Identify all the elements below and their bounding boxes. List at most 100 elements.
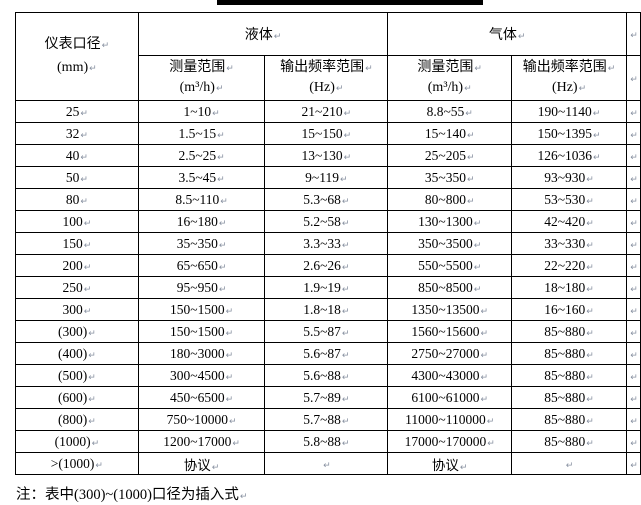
gas-freq-cell[interactable]: 42~420 xyxy=(511,210,627,233)
diameter-cell[interactable]: >(1000) xyxy=(15,452,139,475)
liquid-range-cell[interactable]: 2.5~25 xyxy=(137,144,266,167)
gas-freq-cell[interactable]: 150~1395 xyxy=(511,122,627,145)
diameter-cell[interactable]: (800) xyxy=(15,408,139,431)
liquid-range-cell[interactable]: 3.5~45 xyxy=(137,166,266,189)
cell-text: (400) xyxy=(57,345,88,361)
gas-freq-cell[interactable]: 85~880 xyxy=(511,320,627,343)
liquid-freq-cell[interactable]: 1.8~18 xyxy=(264,298,389,321)
liquid-freq-cell[interactable]: 2.6~26 xyxy=(264,254,389,277)
liquid-range-cell[interactable]: 35~350 xyxy=(137,232,266,255)
liquid-range-cell[interactable]: 1200~17000 xyxy=(137,430,266,453)
paragraph-mark-icon xyxy=(341,434,350,449)
diameter-cell[interactable]: (300) xyxy=(15,320,139,343)
gas-range-cell[interactable]: 11000~110000 xyxy=(387,408,513,431)
paragraph-mark-icon xyxy=(335,80,344,95)
header-liquid-range-cell[interactable]: 测量范围 (m³/h) xyxy=(137,55,266,101)
header-gas-range-cell[interactable]: 测量范围 (m³/h) xyxy=(387,55,513,101)
liquid-freq-cell[interactable]: 5.6~88 xyxy=(264,364,389,387)
liquid-freq-cell[interactable]: 21~210 xyxy=(264,100,389,123)
gas-freq-cell[interactable]: 126~1036 xyxy=(511,144,627,167)
liquid-freq-cell[interactable]: 5.6~87 xyxy=(264,342,389,365)
gas-freq-cell[interactable]: 53~530 xyxy=(511,188,627,211)
liquid-freq-cell[interactable]: 3.3~33 xyxy=(264,232,389,255)
header-diameter-cell[interactable]: 仪表口径 (mm) xyxy=(15,12,139,101)
header-liquid-group-cell[interactable]: 液体 xyxy=(137,12,389,56)
gas-freq-cell[interactable]: 18~180 xyxy=(511,276,627,299)
gas-range-cell[interactable]: 550~5500 xyxy=(387,254,513,277)
liquid-freq-cell[interactable]: 9~119 xyxy=(264,166,389,189)
diameter-cell[interactable]: 50 xyxy=(15,166,139,189)
diameter-cell[interactable]: (400) xyxy=(15,342,139,365)
gas-range-cell[interactable]: 4300~43000 xyxy=(387,364,513,387)
diameter-cell[interactable]: (500) xyxy=(15,364,139,387)
liquid-freq-cell[interactable]: 5.7~89 xyxy=(264,386,389,409)
gas-freq-cell[interactable]: 33~330 xyxy=(511,232,627,255)
gas-freq-cell[interactable]: 85~880 xyxy=(511,430,627,453)
gas-freq-cell[interactable]: 190~1140 xyxy=(511,100,627,123)
diameter-cell[interactable]: 200 xyxy=(15,254,139,277)
gas-range-cell[interactable]: 2750~27000 xyxy=(387,342,513,365)
header-liquid-freq-cell[interactable]: 输出频率范围 (Hz) xyxy=(264,55,389,101)
gas-freq-cell[interactable]: 93~930 xyxy=(511,166,627,189)
liquid-freq-cell[interactable]: 5.8~88 xyxy=(264,430,389,453)
liquid-range-cell[interactable]: 1.5~15 xyxy=(137,122,266,145)
gas-freq-cell[interactable] xyxy=(511,452,627,475)
diameter-cell[interactable]: 300 xyxy=(15,298,139,321)
diameter-cell[interactable]: 40 xyxy=(15,144,139,167)
liquid-range-cell[interactable]: 协议 xyxy=(137,452,266,475)
header-gas-group-cell[interactable]: 气体 xyxy=(387,12,627,56)
gas-freq-cell[interactable]: 85~880 xyxy=(511,408,627,431)
row-end-mark-icon xyxy=(629,125,638,142)
liquid-range-cell[interactable]: 450~6500 xyxy=(137,386,266,409)
gas-range-cell[interactable]: 1560~15600 xyxy=(387,320,513,343)
liquid-range-cell[interactable]: 65~650 xyxy=(137,254,266,277)
liquid-freq-cell[interactable]: 13~130 xyxy=(264,144,389,167)
paragraph-mark-icon xyxy=(218,236,227,251)
header-gas-freq-cell[interactable]: 输出频率范围 (Hz) xyxy=(511,55,627,101)
gas-range-cell[interactable]: 350~3500 xyxy=(387,232,513,255)
gas-range-cell[interactable]: 1350~13500 xyxy=(387,298,513,321)
liquid-freq-cell[interactable] xyxy=(264,452,389,475)
gas-range-cell[interactable]: 8.8~55 xyxy=(387,100,513,123)
liquid-range-cell[interactable]: 1~10 xyxy=(137,100,266,123)
liquid-range-cell[interactable]: 150~1500 xyxy=(137,320,266,343)
liquid-range-cell[interactable]: 95~950 xyxy=(137,276,266,299)
gas-range-cell[interactable]: 850~8500 xyxy=(387,276,513,299)
gas-range-cell[interactable]: 17000~170000 xyxy=(387,430,513,453)
liquid-range-cell[interactable]: 300~4500 xyxy=(137,364,266,387)
liquid-freq-cell[interactable]: 5.2~58 xyxy=(264,210,389,233)
gas-range-cell[interactable]: 6100~61000 xyxy=(387,386,513,409)
gas-range-cell[interactable]: 80~800 xyxy=(387,188,513,211)
gas-range-cell[interactable]: 协议 xyxy=(387,452,513,475)
flow-meter-spec-table: 仪表口径 (mm) 液体 气体 测量范围 (m³/h) 输出频率范围 (Hz) … xyxy=(15,12,641,475)
liquid-range-cell[interactable]: 16~180 xyxy=(137,210,266,233)
diameter-cell[interactable]: (600) xyxy=(15,386,139,409)
liquid-freq-cell[interactable]: 5.3~68 xyxy=(264,188,389,211)
liquid-freq-cell[interactable]: 5.5~87 xyxy=(264,320,389,343)
liquid-range-cell[interactable]: 750~10000 xyxy=(137,408,266,431)
diameter-cell[interactable]: 25 xyxy=(15,100,139,123)
liquid-freq-cell[interactable]: 15~150 xyxy=(264,122,389,145)
diameter-cell[interactable]: 250 xyxy=(15,276,139,299)
diameter-cell[interactable]: 100 xyxy=(15,210,139,233)
liquid-freq-cell[interactable]: 1.9~19 xyxy=(264,276,389,299)
gas-range-cell[interactable]: 25~205 xyxy=(387,144,513,167)
gas-range-cell[interactable]: 15~140 xyxy=(387,122,513,145)
gas-freq-cell[interactable]: 85~880 xyxy=(511,386,627,409)
paragraph-mark-icon xyxy=(218,258,227,273)
liquid-range-cell[interactable]: 8.5~110 xyxy=(137,188,266,211)
gas-freq-cell[interactable]: 16~160 xyxy=(511,298,627,321)
diameter-cell[interactable]: 32 xyxy=(15,122,139,145)
gas-range-cell[interactable]: 130~1300 xyxy=(387,210,513,233)
table-footnote[interactable]: 注：表中(300)~(1000)口径为插入式 xyxy=(16,483,247,504)
liquid-freq-cell[interactable]: 5.7~88 xyxy=(264,408,389,431)
gas-freq-cell[interactable]: 85~880 xyxy=(511,364,627,387)
liquid-range-cell[interactable]: 180~3000 xyxy=(137,342,266,365)
liquid-range-cell[interactable]: 150~1500 xyxy=(137,298,266,321)
gas-range-cell[interactable]: 35~350 xyxy=(387,166,513,189)
gas-freq-cell[interactable]: 22~220 xyxy=(511,254,627,277)
diameter-cell[interactable]: (1000) xyxy=(15,430,139,453)
gas-freq-cell[interactable]: 85~880 xyxy=(511,342,627,365)
diameter-cell[interactable]: 150 xyxy=(15,232,139,255)
diameter-cell[interactable]: 80 xyxy=(15,188,139,211)
